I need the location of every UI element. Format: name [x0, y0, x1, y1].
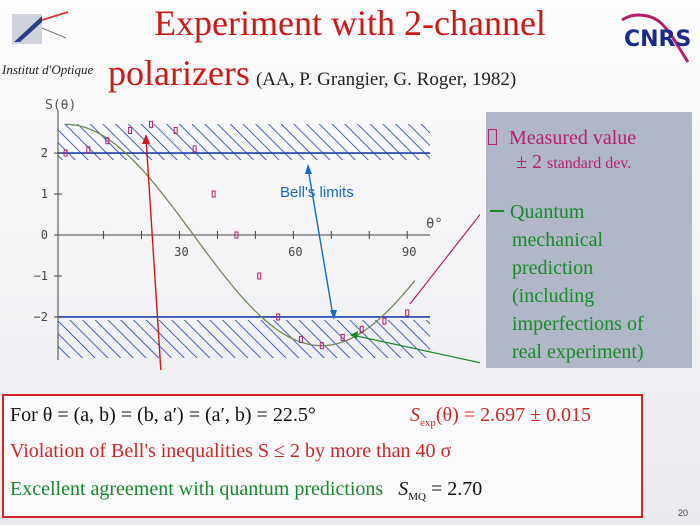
data-point	[359, 325, 364, 333]
data-point	[257, 272, 262, 280]
lower-forbidden-region	[58, 320, 430, 358]
slide-title-main: polarizers	[108, 53, 250, 93]
legend-qm-line: (including	[512, 285, 595, 307]
data-point	[276, 313, 281, 321]
s-theta-plot: 2 1 0 −1 −2 30 60 90	[34, 110, 480, 370]
error-bar-icon	[488, 129, 497, 145]
legend-quantum: Quantum mechanical prediction (including…	[490, 198, 695, 366]
data-point	[128, 126, 133, 134]
data-point	[192, 145, 197, 153]
upper-forbidden-region	[58, 124, 430, 160]
magenta-pointer	[409, 213, 480, 305]
data-point	[63, 149, 68, 157]
data-point	[382, 317, 387, 325]
legend-qm-line: mechanical	[512, 229, 604, 251]
slide-title-line2: polarizers (AA, P. Grangier, G. Roger, 19…	[108, 52, 516, 94]
institut-optique-logo: Institut d'Optique	[2, 8, 94, 88]
legend-measured-std: standard dev.	[546, 155, 632, 172]
data-point	[319, 342, 324, 350]
y-tick-label: −2	[34, 310, 48, 324]
legend-qm-line: Quantum	[510, 201, 585, 223]
data-point	[405, 309, 410, 317]
blue-arrow	[307, 167, 334, 317]
legend-qm-line: prediction	[512, 257, 594, 279]
blue-arrowhead-top	[305, 164, 312, 174]
curve-dash-icon	[490, 210, 504, 212]
y-tick-label: −1	[34, 269, 48, 283]
red-arrow	[145, 137, 162, 370]
legend-qm-line: real experiment)	[512, 341, 644, 363]
s-exp-symbol: S	[410, 404, 420, 426]
y-tick-label: 1	[41, 187, 48, 201]
red-arrowhead	[142, 134, 150, 144]
quantum-agreement: Excellent agreement with quantum predict…	[10, 478, 482, 503]
s-exp-result: Sexp(θ) = 2.697 ± 0.015	[410, 404, 591, 429]
green-arrowhead	[350, 331, 358, 339]
x-axis-label: θ°	[426, 216, 443, 232]
data-point	[173, 126, 178, 134]
legend-measured: Measured value ± 2 standard dev.	[488, 126, 693, 176]
s-mq-symbol: S	[398, 478, 409, 500]
y-tick-label: 2	[41, 146, 48, 160]
legend-measured-pm: ± 2	[516, 151, 542, 173]
y-tick-label: 0	[41, 228, 48, 242]
green-pointer	[351, 334, 480, 364]
cnrs-logo: CNRS	[618, 10, 694, 72]
legend-measured-line1: Measured value	[509, 127, 637, 149]
data-point	[105, 137, 110, 145]
agreement-text: Excellent agreement with quantum predict…	[10, 478, 384, 500]
results-box: For θ = (a, b) = (b, a′) = (a′, b) = 22.…	[2, 394, 643, 518]
slide-number: 20	[678, 508, 689, 518]
slide-subtitle: (AA, P. Grangier, G. Roger, 1982)	[255, 69, 517, 90]
data-point	[234, 231, 239, 239]
optique-logo-icon	[12, 11, 69, 44]
legend-qm-line: imperfections of	[512, 313, 644, 335]
x-tick-label: 60	[288, 245, 302, 259]
data-point	[211, 190, 216, 198]
bell-violation: Violation of Bell's inequalities S ≤ 2 b…	[10, 440, 452, 462]
s-mq-sub: MQ	[408, 491, 426, 503]
data-point	[298, 336, 303, 344]
bells-limits-label: Bell's limits	[280, 184, 354, 201]
s-mq-value: = 2.70	[425, 478, 483, 500]
x-tick-label: 30	[174, 245, 188, 259]
blue-arrowhead-bottom	[330, 310, 337, 320]
cnrs-logo-icon: CNRS	[621, 13, 691, 63]
slide-title-line1: Experiment with 2-channel	[154, 3, 546, 43]
data-point	[149, 120, 153, 128]
s-exp-value: (θ) = 2.697 ± 0.015	[435, 404, 592, 426]
data-point	[86, 146, 91, 154]
legend-panel	[486, 112, 692, 368]
cnrs-logo-text: CNRS	[624, 27, 691, 52]
angle-condition: For θ = (a, b) = (b, a′) = (a′, b) = 22.…	[10, 404, 316, 426]
x-tick-label: 90	[402, 245, 416, 259]
s-exp-sub: exp	[420, 417, 436, 429]
data-point	[340, 333, 345, 341]
logo-caption: Institut d'Optique	[2, 62, 94, 77]
y-axis-label: S(θ)	[45, 98, 77, 113]
